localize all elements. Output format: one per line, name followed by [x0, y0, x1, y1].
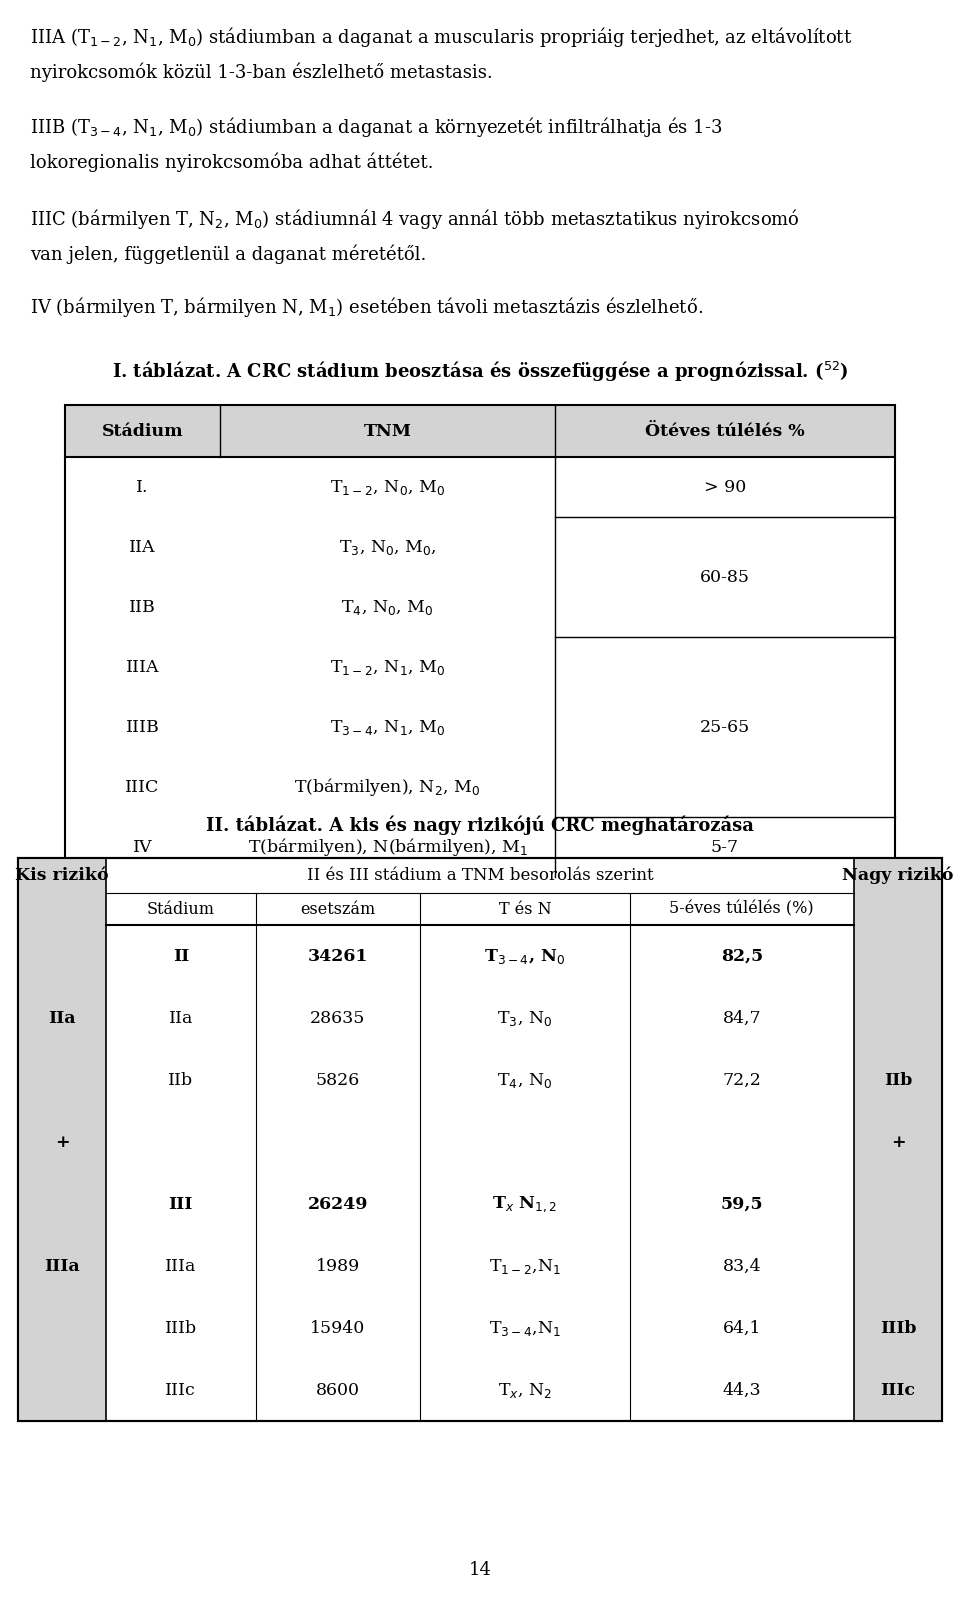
- Text: 14: 14: [468, 1560, 492, 1578]
- Text: I.: I.: [136, 479, 149, 495]
- Text: 5-éves túlélés (%): 5-éves túlélés (%): [669, 901, 814, 917]
- Text: van jelen, függetlenül a daganat méretétől.: van jelen, függetlenül a daganat méretét…: [30, 246, 426, 265]
- Text: T(bármilyen), N$_2$, M$_0$: T(bármilyen), N$_2$, M$_0$: [295, 776, 481, 799]
- Text: +: +: [891, 1134, 905, 1151]
- Text: 34261: 34261: [307, 948, 368, 964]
- Text: IIIb: IIIb: [879, 1319, 916, 1337]
- Text: 44,3: 44,3: [723, 1381, 761, 1399]
- Text: T(bármilyen), N(bármilyen), M$_1$: T(bármilyen), N(bármilyen), M$_1$: [248, 836, 527, 859]
- Text: lokoregionalis nyirokcsomóba adhat áttétet.: lokoregionalis nyirokcsomóba adhat áttét…: [30, 154, 434, 173]
- Text: IIIa: IIIa: [165, 1258, 197, 1274]
- Text: TNM: TNM: [364, 422, 412, 440]
- Text: nyirokcsomók közül 1-3-ban észlelhető metastasis.: nyirokcsomók közül 1-3-ban észlelhető me…: [30, 63, 492, 82]
- Text: T$_x$, N$_2$: T$_x$, N$_2$: [497, 1381, 552, 1399]
- Text: II és III stádium a TNM besorolás szerint: II és III stádium a TNM besorolás szerin…: [306, 867, 654, 884]
- Text: 25-65: 25-65: [700, 718, 750, 736]
- Text: 82,5: 82,5: [721, 948, 763, 964]
- Text: 60-85: 60-85: [700, 569, 750, 585]
- Bar: [18, 859, 942, 1421]
- Text: IV (bármilyen T, bármilyen N, M$_1$) esetében távoli metasztázis észlelhető.: IV (bármilyen T, bármilyen N, M$_1$) ese…: [30, 294, 703, 319]
- Text: IV: IV: [132, 839, 153, 855]
- Text: IIa: IIa: [48, 1009, 76, 1027]
- Text: esetszám: esetszám: [300, 901, 375, 917]
- Text: Kis rizikó: Kis rizikó: [15, 867, 108, 884]
- Text: T$_3$, N$_0$, M$_0$,: T$_3$, N$_0$, M$_0$,: [339, 537, 437, 556]
- Text: T$_{1-2}$, N$_1$, M$_0$: T$_{1-2}$, N$_1$, M$_0$: [330, 658, 445, 676]
- Bar: [18, 859, 106, 1421]
- Text: 59,5: 59,5: [721, 1195, 763, 1213]
- Text: Nagy rizikó: Nagy rizikó: [842, 867, 953, 884]
- Bar: [65, 404, 895, 876]
- Text: IIIb: IIIb: [165, 1319, 197, 1337]
- Text: 28635: 28635: [310, 1009, 366, 1027]
- Bar: [854, 859, 942, 1421]
- Text: II. táblázat. A kis és nagy rizikójú CRC meghatározása: II. táblázat. A kis és nagy rizikójú CRC…: [206, 815, 754, 834]
- Text: T$_4$, N$_0$: T$_4$, N$_0$: [497, 1070, 553, 1090]
- Text: IIIA: IIIA: [126, 658, 159, 676]
- Text: IIa: IIa: [169, 1009, 193, 1027]
- Text: T$_{1-2}$, N$_0$, M$_0$: T$_{1-2}$, N$_0$, M$_0$: [330, 477, 445, 496]
- Text: IIIa: IIIa: [44, 1258, 80, 1274]
- Text: T$_{1-2}$,N$_1$: T$_{1-2}$,N$_1$: [489, 1256, 561, 1276]
- Text: IIIB (T$_{3-4}$, N$_1$, M$_0$) stádiumban a daganat a környezetét infiltrálhatja: IIIB (T$_{3-4}$, N$_1$, M$_0$) stádiumba…: [30, 115, 723, 139]
- Text: IIIc: IIIc: [880, 1381, 916, 1399]
- Text: > 90: > 90: [704, 479, 746, 495]
- Text: 15940: 15940: [310, 1319, 366, 1337]
- Text: IIIB: IIIB: [126, 718, 159, 736]
- Text: T$_{3-4}$,N$_1$: T$_{3-4}$,N$_1$: [489, 1318, 561, 1337]
- Text: Stádium: Stádium: [147, 901, 215, 917]
- Text: I. táblázat. A CRC stádium beosztása és összefüggése a prognózissal. ($^{52}$): I. táblázat. A CRC stádium beosztása és …: [111, 361, 849, 385]
- Text: T és N: T és N: [498, 901, 551, 917]
- Text: 8600: 8600: [316, 1381, 360, 1399]
- Text: T$_{3-4}$, N$_1$, M$_0$: T$_{3-4}$, N$_1$, M$_0$: [330, 718, 445, 736]
- Text: T$_3$, N$_0$: T$_3$, N$_0$: [497, 1009, 553, 1027]
- Text: Stádium: Stádium: [102, 422, 183, 440]
- Bar: [65, 404, 895, 458]
- Text: T$_4$, N$_0$, M$_0$: T$_4$, N$_0$, M$_0$: [341, 598, 434, 616]
- Text: IIIA (T$_{1-2}$, N$_1$, M$_0$) stádiumban a daganat a muscularis propriáig terje: IIIA (T$_{1-2}$, N$_1$, M$_0$) stádiumba…: [30, 24, 852, 49]
- Text: 72,2: 72,2: [722, 1072, 761, 1088]
- Text: Ötéves túlélés %: Ötéves túlélés %: [645, 422, 804, 440]
- Text: 84,7: 84,7: [723, 1009, 761, 1027]
- Text: 1989: 1989: [316, 1258, 360, 1274]
- Text: IIIC: IIIC: [126, 778, 159, 796]
- Text: 64,1: 64,1: [723, 1319, 761, 1337]
- Text: T$_{3-4}$, N$_0$: T$_{3-4}$, N$_0$: [485, 946, 565, 965]
- Text: III: III: [169, 1195, 193, 1213]
- Text: IIb: IIb: [168, 1072, 193, 1088]
- Text: +: +: [55, 1134, 69, 1151]
- Text: IIB: IIB: [130, 598, 156, 616]
- Text: IIA: IIA: [130, 538, 156, 556]
- Text: 5-7: 5-7: [711, 839, 739, 855]
- Text: II: II: [173, 948, 189, 964]
- Text: IIIC (bármilyen T, N$_2$, M$_0$) stádiumnál 4 vagy annál több metasztatikus nyir: IIIC (bármilyen T, N$_2$, M$_0$) stádium…: [30, 207, 800, 231]
- Text: IIb: IIb: [884, 1072, 912, 1088]
- Text: IIIc: IIIc: [165, 1381, 196, 1399]
- Text: 83,4: 83,4: [723, 1258, 761, 1274]
- Bar: [18, 859, 942, 1421]
- Text: 5826: 5826: [316, 1072, 360, 1088]
- Text: T$_x$ N$_{1,2}$: T$_x$ N$_{1,2}$: [492, 1195, 558, 1214]
- Text: 26249: 26249: [307, 1195, 368, 1213]
